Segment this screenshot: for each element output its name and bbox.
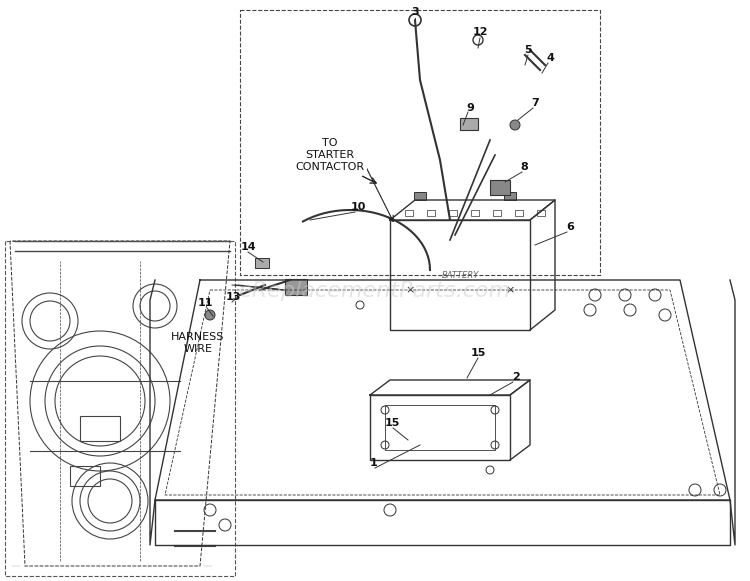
Text: 13: 13 — [225, 292, 241, 302]
Text: 11: 11 — [197, 298, 213, 308]
Bar — [285, 279, 307, 295]
Bar — [515, 210, 523, 216]
Bar — [490, 180, 510, 195]
Bar — [427, 210, 435, 216]
Text: 12: 12 — [472, 27, 488, 37]
Text: 14: 14 — [240, 242, 256, 252]
Bar — [70, 466, 100, 486]
Bar — [255, 258, 269, 268]
Circle shape — [510, 120, 520, 130]
Bar — [471, 210, 479, 216]
Bar — [537, 210, 545, 216]
Text: 15: 15 — [384, 418, 400, 428]
Bar — [493, 210, 501, 216]
Text: BATTERY: BATTERY — [441, 271, 479, 279]
Text: 10: 10 — [350, 202, 366, 212]
Bar — [414, 192, 426, 200]
Bar — [80, 416, 120, 441]
Bar — [390, 220, 530, 330]
Bar — [449, 210, 457, 216]
Text: ×: × — [405, 285, 415, 295]
Text: 8: 8 — [520, 162, 528, 172]
Text: 5: 5 — [524, 45, 532, 55]
Text: 2: 2 — [512, 372, 520, 382]
Text: HARNESS
WIRE: HARNESS WIRE — [171, 332, 225, 354]
Text: TO
STARTER
CONTACTOR: TO STARTER CONTACTOR — [296, 138, 364, 171]
Text: 6: 6 — [566, 222, 574, 232]
Text: 9: 9 — [466, 103, 474, 113]
Text: 4: 4 — [546, 53, 554, 63]
Text: 3: 3 — [411, 7, 419, 17]
Text: 1: 1 — [370, 458, 378, 468]
Bar — [385, 405, 495, 450]
Bar — [405, 210, 413, 216]
Text: 7: 7 — [531, 98, 538, 108]
Bar — [460, 118, 478, 130]
Circle shape — [205, 310, 215, 320]
Text: eReplacementParts.com: eReplacementParts.com — [239, 281, 512, 301]
Text: 15: 15 — [470, 348, 486, 358]
Bar — [370, 395, 510, 460]
Bar — [504, 192, 516, 200]
Text: ×: × — [506, 285, 515, 295]
